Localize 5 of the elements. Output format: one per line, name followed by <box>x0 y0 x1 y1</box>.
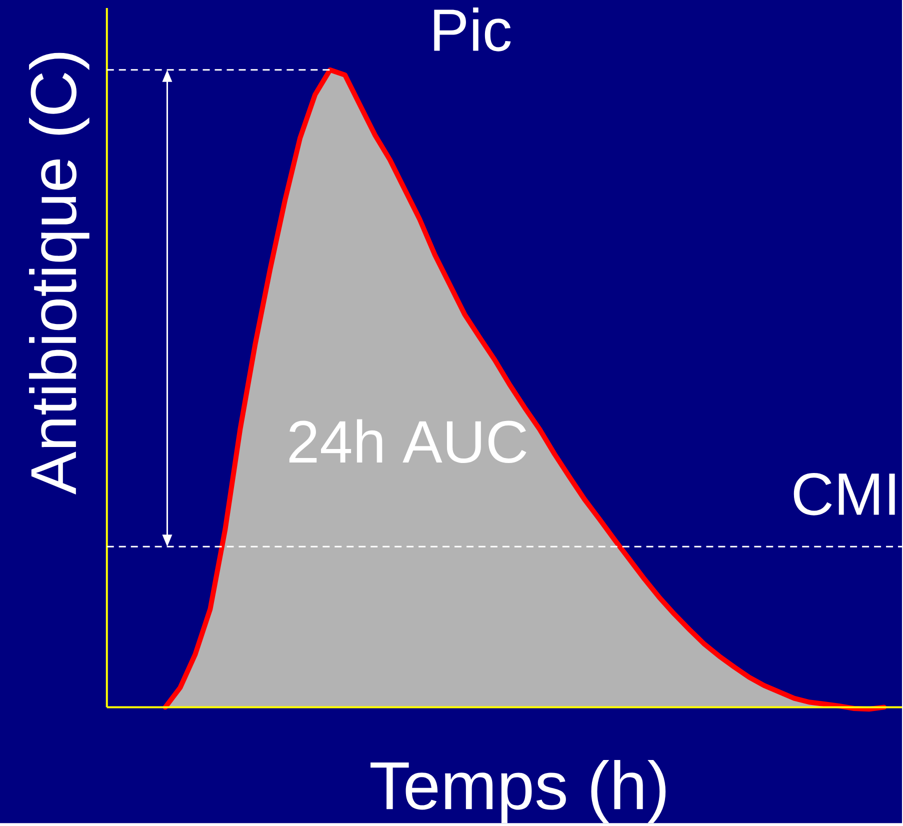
ref-line-label: Pic <box>434 7 511 52</box>
ref-line-label: CMI <box>794 472 895 516</box>
x-axis-title: Temps (h) <box>370 760 666 823</box>
y-axis-title: Antibiotique (C) <box>29 52 90 494</box>
annotation: 24h AUC <box>289 418 526 463</box>
